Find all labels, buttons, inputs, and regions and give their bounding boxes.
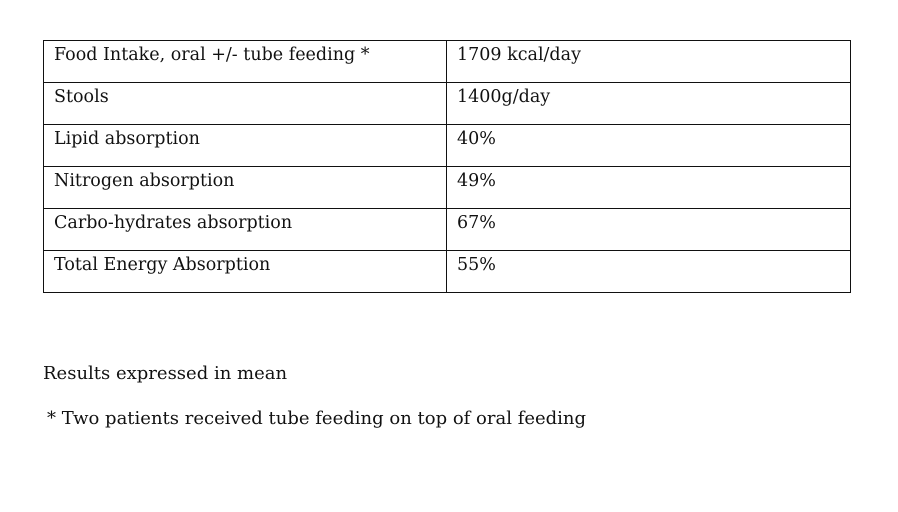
table-row: Stools 1400g/day [43, 82, 851, 125]
row-value: 49% [446, 166, 851, 209]
row-value: 55% [446, 250, 851, 293]
results-note: Results expressed in mean [43, 363, 288, 384]
row-value: 40% [446, 124, 851, 167]
row-label: Food Intake, oral +/- tube feeding * [43, 40, 447, 83]
row-value: 1400g/day [446, 82, 851, 125]
absorption-table: Food Intake, oral +/- tube feeding * 170… [43, 40, 851, 293]
row-label: Nitrogen absorption [43, 166, 447, 209]
table-row: Lipid absorption 40% [43, 124, 851, 167]
table-row: Food Intake, oral +/- tube feeding * 170… [43, 40, 851, 83]
table-row: Nitrogen absorption 49% [43, 166, 851, 209]
row-label: Total Energy Absorption [43, 250, 447, 293]
table-row: Total Energy Absorption 55% [43, 250, 851, 293]
row-label: Stools [43, 82, 447, 125]
table-row: Carbo-hydrates absorption 67% [43, 208, 851, 251]
row-label: Carbo-hydrates absorption [43, 208, 447, 251]
row-label: Lipid absorption [43, 124, 447, 167]
row-value: 67% [446, 208, 851, 251]
row-value: 1709 kcal/day [446, 40, 851, 83]
footnote: * Two patients received tube feeding on … [47, 408, 587, 429]
